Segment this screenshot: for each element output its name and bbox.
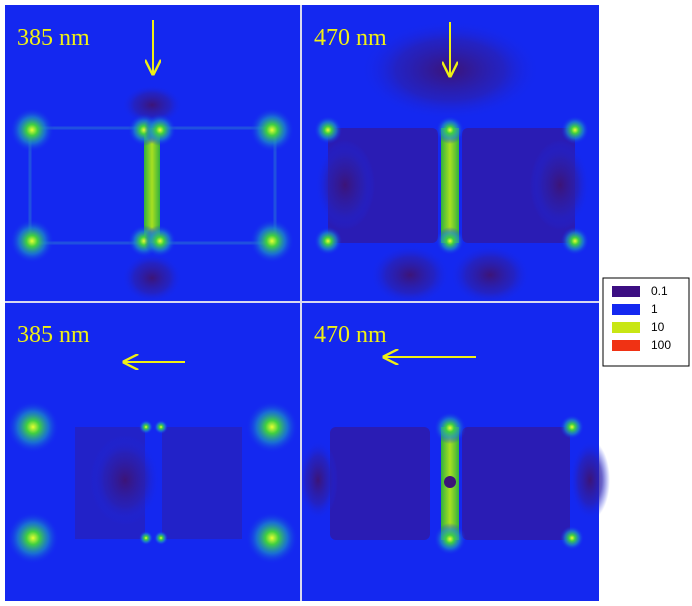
panel: 470 nm [298,322,610,555]
panel-label: 385 nm [17,25,90,51]
panel: 385 nm [10,20,294,303]
panel: 385 nm [7,322,298,564]
panel-label: 470 nm [314,322,387,348]
panel: 470 nm [314,20,590,305]
legend-label: 10 [651,320,665,334]
legend-label: 0.1 [651,284,668,298]
legend-swatch [612,322,640,333]
legend-swatch [612,304,640,315]
legend-label: 100 [651,338,671,352]
legend: 0.1 1 10 100 [602,277,690,367]
panel-label: 385 nm [17,322,90,348]
panel-label: 470 nm [314,25,387,51]
legend-swatch [612,286,640,297]
legend-label: 1 [651,302,658,316]
legend-swatch [612,340,640,351]
